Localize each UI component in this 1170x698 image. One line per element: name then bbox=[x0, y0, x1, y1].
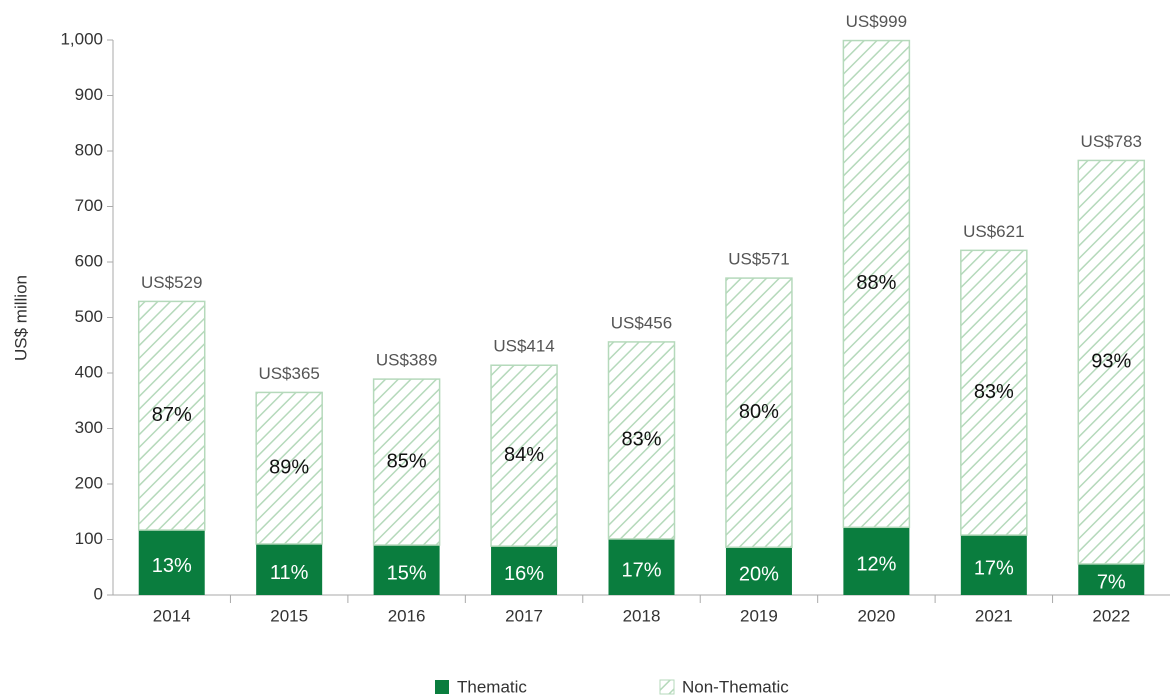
non-thematic-share-label: 88% bbox=[856, 272, 896, 294]
thematic-share-label: 16% bbox=[504, 563, 544, 585]
non-thematic-share-label: 84% bbox=[504, 444, 544, 466]
bar-segment bbox=[960, 249, 1028, 536]
bar-segment bbox=[1077, 159, 1146, 565]
y-tick-label: 200 bbox=[75, 473, 103, 492]
y-tick-label: 700 bbox=[75, 196, 103, 215]
non-thematic-share-label: 85% bbox=[387, 450, 427, 472]
y-tick-label: 900 bbox=[75, 85, 103, 104]
bar-segment bbox=[960, 535, 1027, 595]
x-tick-label: 2019 bbox=[740, 606, 778, 625]
x-tick-label: 2018 bbox=[623, 606, 661, 625]
non-thematic-share-label: 89% bbox=[269, 456, 309, 478]
y-tick-label: 600 bbox=[75, 251, 103, 270]
total-label: US$999 bbox=[846, 12, 907, 31]
non-thematic-share-label: 83% bbox=[974, 381, 1014, 403]
y-tick-label: 1,000 bbox=[60, 29, 103, 48]
thematic-share-label: 17% bbox=[621, 559, 661, 581]
non-thematic-share-label: 93% bbox=[1091, 350, 1131, 372]
thematic-share-label: 13% bbox=[152, 555, 192, 577]
y-tick-label: 100 bbox=[75, 529, 103, 548]
total-label: US$621 bbox=[963, 222, 1024, 241]
non-thematic-share-label: 83% bbox=[621, 429, 661, 451]
y-tick-label: 400 bbox=[75, 362, 103, 381]
bar-segment bbox=[138, 530, 205, 595]
x-tick-label: 2022 bbox=[1092, 606, 1130, 625]
total-label: US$414 bbox=[493, 337, 554, 356]
bar-segment bbox=[725, 547, 792, 595]
bar-segment bbox=[491, 546, 558, 595]
legend-swatch bbox=[659, 679, 675, 695]
thematic-share-label: 17% bbox=[974, 557, 1014, 579]
bar-segment bbox=[843, 527, 910, 595]
y-tick-label: 300 bbox=[75, 418, 103, 437]
thematic-share-label: 15% bbox=[387, 562, 427, 584]
x-tick-label: 2020 bbox=[857, 606, 895, 625]
non-thematic-share-label: 87% bbox=[152, 404, 192, 426]
bar-segment bbox=[608, 538, 675, 595]
total-label: US$365 bbox=[258, 364, 319, 383]
x-tick-label: 2017 bbox=[505, 606, 543, 625]
bar-segment bbox=[372, 378, 441, 546]
bar-segment bbox=[490, 364, 558, 547]
y-tick-label: 500 bbox=[75, 307, 103, 326]
x-tick-label: 2016 bbox=[388, 606, 426, 625]
bar-segment bbox=[842, 39, 911, 529]
thematic-share-label: 20% bbox=[739, 563, 779, 585]
bar-segment bbox=[255, 391, 323, 545]
y-tick-label: 0 bbox=[94, 584, 103, 603]
bar-segment bbox=[725, 277, 793, 549]
bar-segment bbox=[1078, 563, 1145, 595]
legend-swatch bbox=[435, 680, 449, 694]
y-axis-label: US$ million bbox=[11, 275, 30, 361]
x-tick-label: 2014 bbox=[153, 606, 191, 625]
bar-segment bbox=[256, 543, 323, 595]
x-tick-label: 2015 bbox=[270, 606, 308, 625]
bar-segment bbox=[373, 545, 440, 595]
y-tick-label: 800 bbox=[75, 140, 103, 159]
total-label: US$571 bbox=[728, 250, 789, 269]
legend-label: Thematic bbox=[457, 677, 527, 696]
bar-segment bbox=[607, 341, 676, 540]
thematic-share-label: 11% bbox=[270, 562, 309, 584]
total-label: US$456 bbox=[611, 313, 672, 332]
thematic-share-label: 12% bbox=[856, 553, 896, 575]
legend-label: Non-Thematic bbox=[682, 677, 789, 696]
total-label: US$389 bbox=[376, 351, 437, 370]
thematic-share-label: 7% bbox=[1097, 572, 1126, 594]
bar-segment bbox=[137, 300, 206, 531]
total-label: US$783 bbox=[1081, 132, 1142, 151]
total-label: US$529 bbox=[141, 273, 202, 292]
non-thematic-share-label: 80% bbox=[739, 401, 779, 423]
x-tick-label: 2021 bbox=[975, 606, 1013, 625]
